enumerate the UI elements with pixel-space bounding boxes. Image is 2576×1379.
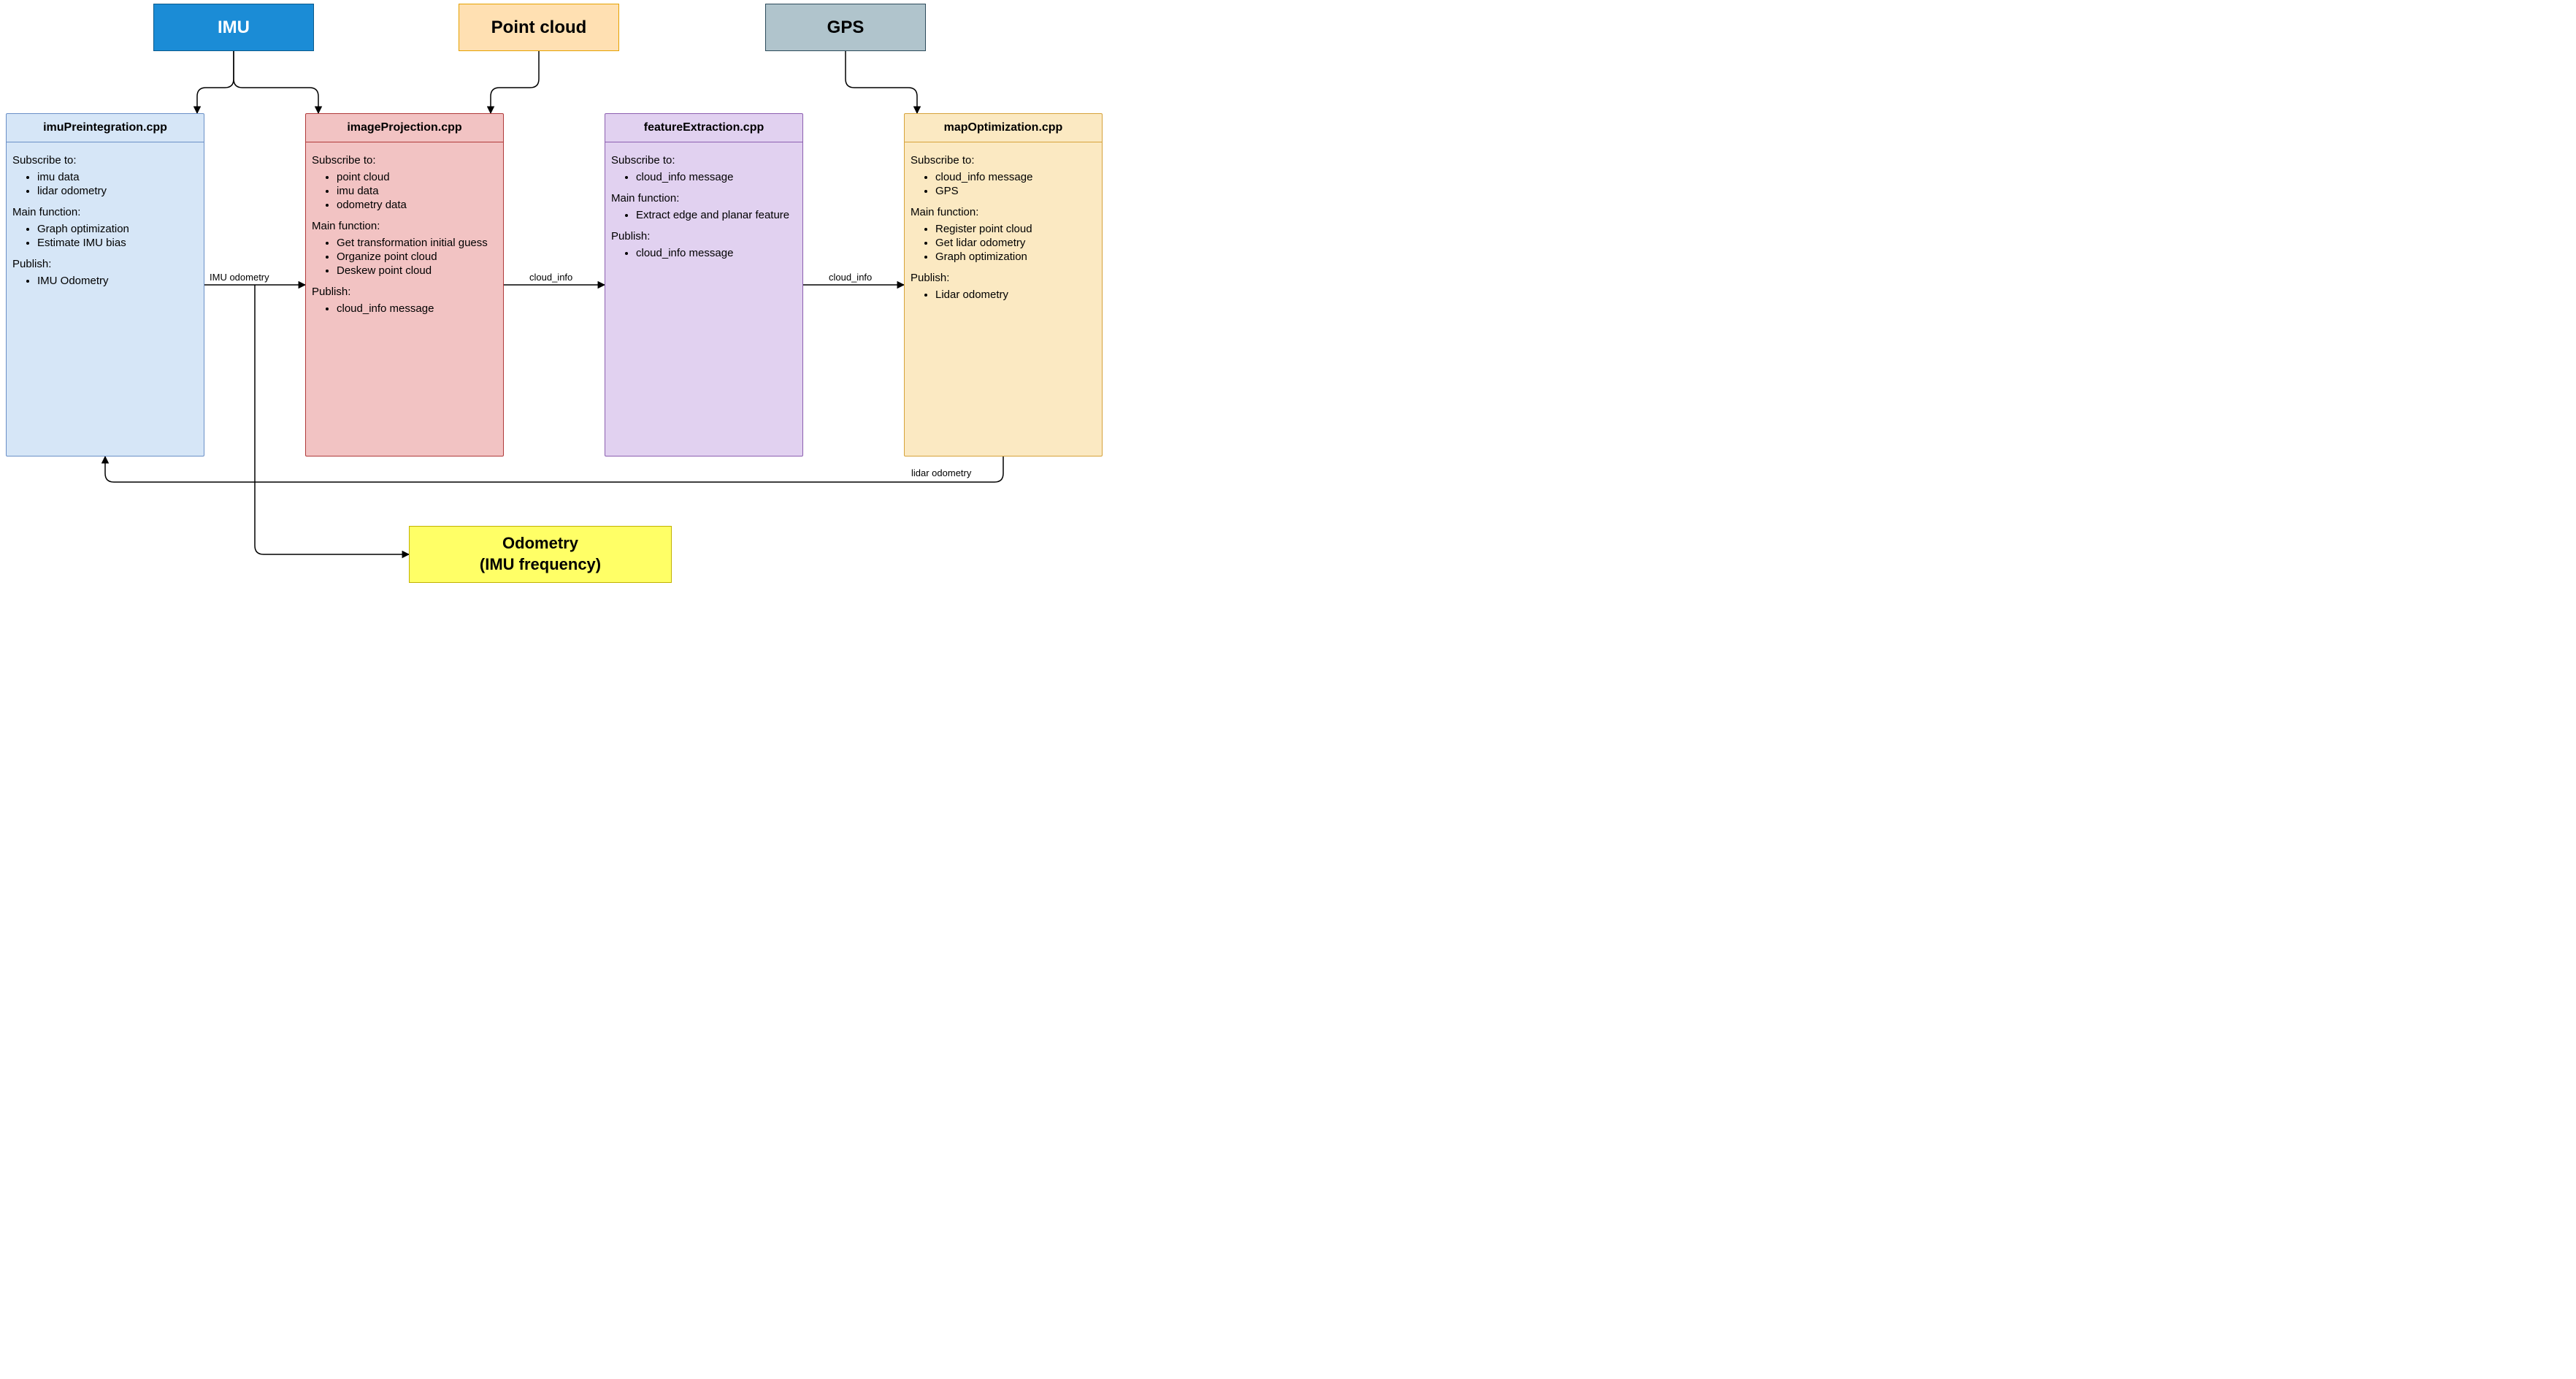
section-list: cloud_info message bbox=[611, 247, 797, 259]
module-body: Subscribe to: imu data lidar odometry Main … bbox=[7, 142, 204, 303]
list-item: cloud_info message bbox=[337, 302, 497, 315]
module-title: imuPreintegration.cpp bbox=[7, 114, 204, 142]
section-label: Main function: bbox=[911, 206, 1096, 218]
section-label: Publish: bbox=[312, 286, 497, 298]
source-imu: IMU bbox=[153, 4, 314, 51]
list-item: Deskew point cloud bbox=[337, 264, 497, 277]
section-label: Main function: bbox=[12, 206, 198, 218]
module-title: featureExtraction.cpp bbox=[605, 114, 802, 142]
list-item: Get lidar odometry bbox=[935, 237, 1096, 249]
source-gps: GPS bbox=[765, 4, 926, 51]
module-body: Subscribe to: cloud_info message Main func… bbox=[605, 142, 802, 275]
module-body: Subscribe to: cloud_info message GPS Main f… bbox=[905, 142, 1102, 317]
odometry-output: Odometry (IMU frequency) bbox=[409, 526, 672, 583]
section-list: cloud_info message bbox=[611, 171, 797, 183]
edge-label-cloud-info-1: cloud_info bbox=[529, 272, 572, 283]
section-label: Publish: bbox=[911, 272, 1096, 284]
section-label: Subscribe to: bbox=[312, 154, 497, 167]
edge-label-lidar-odometry: lidar odometry bbox=[911, 467, 971, 478]
list-item: odometry data bbox=[337, 199, 497, 211]
list-item: Graph optimization bbox=[37, 223, 198, 235]
section-label: Subscribe to: bbox=[611, 154, 797, 167]
section-label: Publish: bbox=[611, 230, 797, 242]
section-label: Publish: bbox=[12, 258, 198, 270]
list-item: GPS bbox=[935, 185, 1096, 197]
list-item: Register point cloud bbox=[935, 223, 1096, 235]
module-title: mapOptimization.cpp bbox=[905, 114, 1102, 142]
list-item: point cloud bbox=[337, 171, 497, 183]
list-item: lidar odometry bbox=[37, 185, 198, 197]
module-featExt: featureExtraction.cpp Subscribe to: cloud_… bbox=[605, 113, 803, 457]
section-list: cloud_info message bbox=[312, 302, 497, 315]
list-item: Graph optimization bbox=[935, 251, 1096, 263]
list-item: imu data bbox=[37, 171, 198, 183]
list-item: cloud_info message bbox=[636, 171, 797, 183]
module-mapOpt: mapOptimization.cpp Subscribe to: cloud_in… bbox=[904, 113, 1103, 457]
module-imuPre: imuPreintegration.cpp Subscribe to: imu da… bbox=[6, 113, 204, 457]
module-title: imageProjection.cpp bbox=[306, 114, 503, 142]
source-pointcloud: Point cloud bbox=[459, 4, 619, 51]
list-item: IMU Odometry bbox=[37, 275, 198, 287]
module-imgProj: imageProjection.cpp Subscribe to: point cl… bbox=[305, 113, 504, 457]
list-item: Extract edge and planar feature bbox=[636, 209, 797, 221]
section-list: Register point cloud Get lidar odometry Gr… bbox=[911, 223, 1096, 263]
edge-label-cloud-info-2: cloud_info bbox=[829, 272, 872, 283]
odometry-line1: Odometry bbox=[502, 534, 578, 552]
section-label: Main function: bbox=[611, 192, 797, 205]
list-item: Lidar odometry bbox=[935, 289, 1096, 301]
list-item: Organize point cloud bbox=[337, 251, 497, 263]
section-list: Lidar odometry bbox=[911, 289, 1096, 301]
list-item: cloud_info message bbox=[935, 171, 1096, 183]
section-list: Get transformation initial guess Organize… bbox=[312, 237, 497, 277]
section-list: cloud_info message GPS bbox=[911, 171, 1096, 197]
section-list: IMU Odometry bbox=[12, 275, 198, 287]
section-list: Graph optimization Estimate IMU bias bbox=[12, 223, 198, 249]
section-label: Main function: bbox=[312, 220, 497, 232]
section-list: imu data lidar odometry bbox=[12, 171, 198, 197]
list-item: Get transformation initial guess bbox=[337, 237, 497, 249]
list-item: Estimate IMU bias bbox=[37, 237, 198, 249]
section-label: Subscribe to: bbox=[911, 154, 1096, 167]
section-list: Extract edge and planar feature bbox=[611, 209, 797, 221]
section-list: point cloud imu data odometry data bbox=[312, 171, 497, 211]
edge-label-imu-odometry: IMU odometry bbox=[210, 272, 269, 283]
odometry-line2: (IMU frequency) bbox=[480, 555, 601, 573]
section-label: Subscribe to: bbox=[12, 154, 198, 167]
list-item: imu data bbox=[337, 185, 497, 197]
list-item: cloud_info message bbox=[636, 247, 797, 259]
module-body: Subscribe to: point cloud imu data odometry… bbox=[306, 142, 503, 331]
